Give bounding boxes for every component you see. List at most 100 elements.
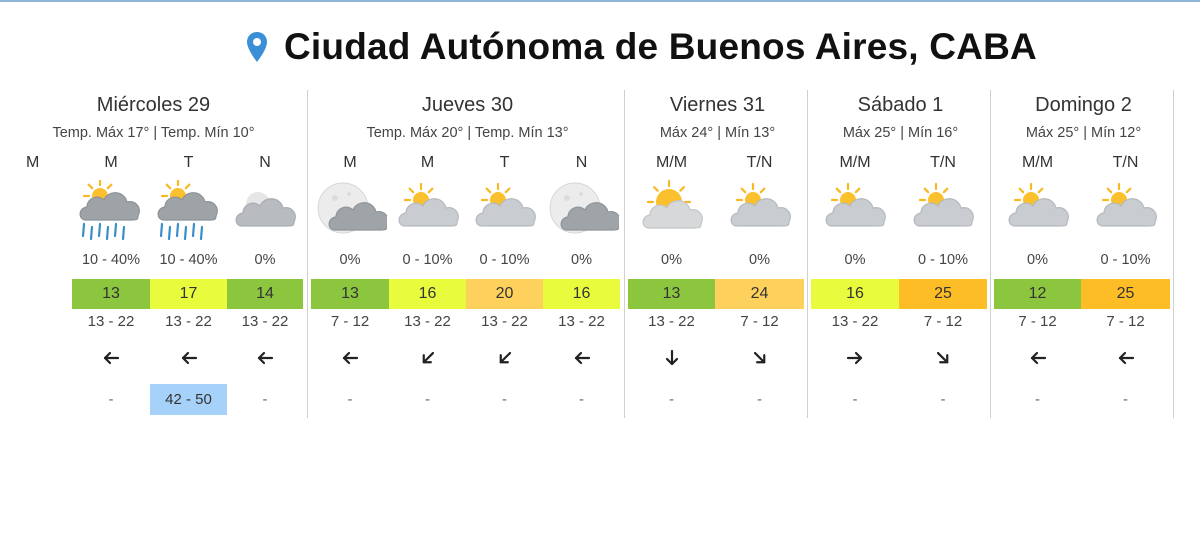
day-name: Jueves 30 <box>421 94 514 116</box>
period-label: M <box>26 154 40 171</box>
wind-gust: - <box>852 391 858 408</box>
day-name: Miércoles 29 <box>96 94 211 116</box>
day-name: Sábado 1 <box>857 94 944 116</box>
period-label: T <box>183 154 194 171</box>
period-label: M <box>420 154 435 171</box>
period-label: N <box>259 154 271 171</box>
period-label: M/M <box>655 154 688 171</box>
wind-speed: 13 - 22 <box>87 313 135 330</box>
day-temps: Temp. Máx 20° | Temp. Mín 13° <box>366 125 569 141</box>
wind-speed: 7 - 12 <box>330 313 370 330</box>
wind-gust: - <box>579 391 584 408</box>
wind-gust: - <box>1123 391 1128 408</box>
top-border <box>0 0 1200 2</box>
wind-speed: 13 - 22 <box>481 313 528 330</box>
arrow-left-icon <box>102 349 120 367</box>
precip-probability: 0% <box>844 252 866 268</box>
temperature-cell: 24 <box>715 279 804 309</box>
period-label: T <box>499 154 510 171</box>
period-label: M <box>343 154 357 171</box>
full-moon-cloud-icon <box>313 180 389 242</box>
period-column: T 10 - 40% 17 13 - 22 42 - 50 <box>150 90 227 418</box>
period-label: M <box>104 154 118 171</box>
precip-probability: 0 - 10% <box>479 252 530 268</box>
period-column: M 0% 13 7 - 12 - <box>311 90 389 418</box>
period-column: T/N 0 - 10% 25 7 - 12 - <box>899 90 987 418</box>
wind-speed: 13 - 22 <box>831 313 879 330</box>
period-label: T/N <box>746 154 773 171</box>
arrow-left-icon <box>1117 349 1135 367</box>
wind-speed: 13 - 22 <box>648 313 695 330</box>
wind-gust: - <box>669 391 674 408</box>
sun-cloud-icon <box>468 180 542 242</box>
period-column: T/N 0 - 10% 25 7 - 12 - <box>1081 90 1170 418</box>
arrow-down-icon <box>663 349 681 367</box>
wind-speed: 7 - 12 <box>740 313 779 330</box>
precip-probability: 0 - 10% <box>402 252 453 268</box>
day-name: Domingo 2 <box>1035 94 1132 116</box>
wind-gust: - <box>425 391 430 408</box>
wind-gust: - <box>108 391 114 408</box>
temperature-cell: 25 <box>899 279 987 309</box>
day-column-saturday: Sábado 1 Máx 25° | Mín 16° M/M 0% 16 13 … <box>811 90 991 418</box>
arrow-down-right-icon <box>751 349 769 367</box>
precip-probability: 0% <box>254 252 276 268</box>
precip-probability: 0 - 10% <box>1100 252 1151 268</box>
period-column: T 0 - 10% 20 13 - 22 - <box>466 90 543 418</box>
period-label: N <box>575 154 588 171</box>
period-column: T/N 0% 24 7 - 12 - <box>715 90 804 418</box>
wind-gust: - <box>940 391 946 408</box>
day-temps: Máx 24° | Mín 13° <box>659 125 776 141</box>
period-label: M/M <box>839 154 871 171</box>
arrow-right-icon <box>846 349 864 367</box>
sun-cloud-icon <box>906 180 980 242</box>
precip-probability: 0% <box>339 252 361 268</box>
wind-speed: 7 - 12 <box>1106 313 1145 330</box>
wind-speed: 7 - 12 <box>923 313 963 330</box>
wind-speed: 13 - 22 <box>558 313 605 330</box>
wind-gust: - <box>502 391 507 408</box>
sun-cloud-icon <box>818 180 892 242</box>
period-label: T/N <box>1112 154 1139 171</box>
temperature-cell: 20 <box>466 279 543 309</box>
precip-probability: 0% <box>1027 252 1048 268</box>
temperature-cell: 16 <box>389 279 466 309</box>
temperature-cell: 16 <box>811 279 899 309</box>
arrow-left-icon <box>573 349 591 367</box>
period-column: M/M 0% 12 7 - 12 - <box>994 90 1081 418</box>
period-column: N 0% 14 13 - 22 - <box>227 90 303 418</box>
sun-cloud-rain-icon <box>152 178 226 242</box>
sun-cloud-icon <box>1001 180 1075 242</box>
precip-probability: 0 - 10% <box>918 252 968 268</box>
wind-speed: 13 - 22 <box>165 313 212 330</box>
arrow-down-left-icon <box>496 349 514 367</box>
temperature-cell: 14 <box>227 279 303 309</box>
precip-probability: 0% <box>749 252 770 268</box>
wind-gust: - <box>347 391 353 408</box>
moon-cloud-icon <box>228 180 302 242</box>
period-column: M 0 - 10% 16 13 - 22 - <box>389 90 466 418</box>
arrow-down-right-icon <box>934 349 952 367</box>
wind-gust: - <box>262 391 268 408</box>
day-column-sunday: Domingo 2 Máx 25° | Mín 12° M/M 0% 12 7 … <box>994 90 1174 418</box>
sun-cloud-icon <box>391 180 465 242</box>
temperature-cell: 12 <box>994 279 1081 309</box>
temperature-cell: 13 <box>72 279 150 309</box>
period-column: M/M 0% 16 13 - 22 - <box>811 90 899 418</box>
sun-cloud-rain-icon <box>74 178 148 242</box>
day-column-thursday: Jueves 30 Temp. Máx 20° | Temp. Mín 13° … <box>311 90 625 418</box>
precip-probability: 0% <box>661 252 682 268</box>
wind-gust: - <box>757 391 762 408</box>
period-column: M 10 - 40% 13 13 - 22 - <box>72 90 150 418</box>
location-title: Ciudad Autónoma de Buenos Aires, CABA <box>284 26 1037 67</box>
sun-behind-cloud-icon <box>635 179 709 242</box>
precip-probability: 10 - 40% <box>81 252 141 268</box>
arrow-left-icon <box>180 349 198 367</box>
temperature-cell: 25 <box>1081 279 1170 309</box>
wind-speed: 7 - 12 <box>1018 313 1057 330</box>
forecast-table: Miércoles 29 Temp. Máx 17° | Temp. Mín 1… <box>0 90 1200 420</box>
day-name: Viernes 31 <box>669 94 766 116</box>
arrow-left-icon <box>256 349 274 367</box>
wind-gust: - <box>1035 391 1040 408</box>
sun-cloud-icon <box>723 180 797 242</box>
